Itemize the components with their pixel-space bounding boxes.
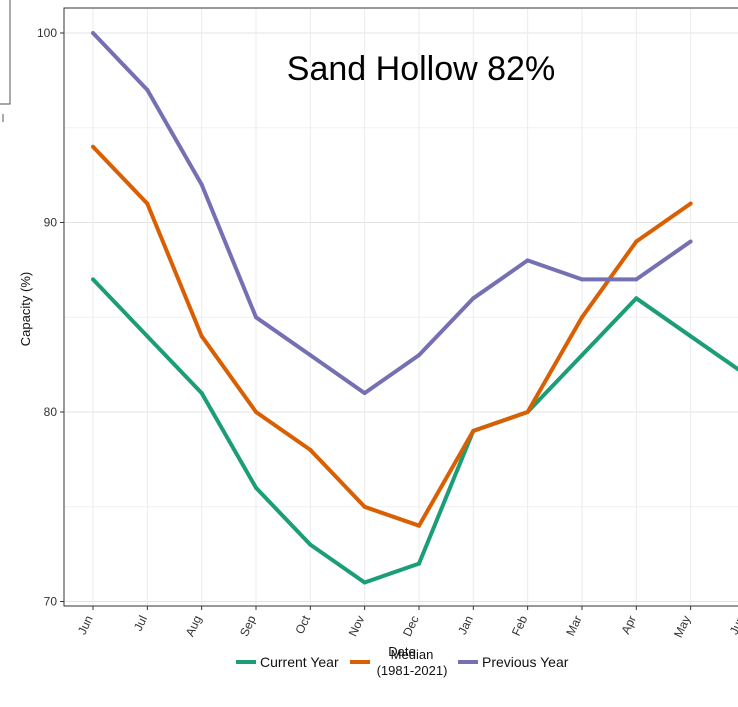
data-point-median-1981-2021 xyxy=(145,201,150,206)
y-tick-label: 90 xyxy=(44,216,58,230)
data-point-previous-year xyxy=(579,277,584,282)
legend-label-median-period: (1981-2021) xyxy=(377,663,448,678)
data-point-current-year xyxy=(362,580,367,585)
data-point-median-1981-2021 xyxy=(362,504,367,509)
data-point-current-year xyxy=(253,485,258,490)
data-point-median-1981-2021 xyxy=(634,239,639,244)
data-point-previous-year xyxy=(145,87,150,92)
y-tick-label: 100 xyxy=(37,26,57,40)
data-point-previous-year xyxy=(253,315,258,320)
data-point-current-year xyxy=(145,334,150,339)
x-tick-label: Dec xyxy=(400,613,422,638)
data-point-previous-year xyxy=(199,182,204,187)
chart-annotation: Sand Hollow 82% xyxy=(287,50,555,88)
data-point-median-1981-2021 xyxy=(471,428,476,433)
data-point-current-year xyxy=(688,334,693,339)
x-tick-label: May xyxy=(671,613,693,639)
x-tick-label: Oct xyxy=(292,613,313,636)
data-point-current-year xyxy=(91,277,95,282)
data-point-previous-year xyxy=(471,296,476,301)
y-tick-label: 70 xyxy=(44,595,58,609)
x-tick-label: Nov xyxy=(346,613,368,638)
y-axis-title: Capacity (%) xyxy=(18,272,33,346)
legend: Current Year Median (1981-2021) Previous… xyxy=(236,647,569,678)
inset-frame xyxy=(0,0,11,105)
legend-label-previous-year: Previous Year xyxy=(482,654,569,670)
plot-panel-border xyxy=(63,7,738,607)
data-point-previous-year xyxy=(362,391,367,396)
series-line-previous-year xyxy=(91,31,692,396)
y-tick-label: 80 xyxy=(44,405,58,419)
x-tick-label: Aug xyxy=(183,613,205,638)
x-tick-label: Jun xyxy=(727,613,738,636)
data-point-current-year xyxy=(199,391,204,396)
data-point-median-1981-2021 xyxy=(688,201,693,206)
data-point-previous-year xyxy=(688,239,693,244)
data-point-previous-year xyxy=(634,277,639,282)
data-point-median-1981-2021 xyxy=(253,410,258,414)
data-point-current-year xyxy=(579,353,584,358)
data-point-current-year xyxy=(308,542,313,547)
x-tick-label: Apr xyxy=(618,613,639,636)
x-tick-label: Jul xyxy=(131,613,150,633)
data-point-previous-year xyxy=(525,258,530,263)
inset-panel-fragment xyxy=(0,0,11,122)
data-point-current-year xyxy=(416,561,421,566)
data-point-median-1981-2021 xyxy=(199,334,204,339)
x-axis-title: Date xyxy=(388,644,415,659)
legend-label-median: Median xyxy=(391,647,434,662)
data-point-median-1981-2021 xyxy=(579,315,584,320)
x-tick-label: Jan xyxy=(455,613,476,636)
x-tick-label: Jun xyxy=(75,613,96,636)
x-axis-ticks: Jun Jul Aug Sep Oct Nov Dec Jan Feb Mar Apr May Jun xyxy=(75,606,738,640)
data-point-median-1981-2021 xyxy=(308,447,313,452)
data-point-median-1981-2021 xyxy=(416,523,421,528)
data-point-previous-year xyxy=(91,31,95,35)
data-point-previous-year xyxy=(416,353,421,358)
data-point-current-year xyxy=(634,296,639,301)
y-axis-ticks: 70 80 90 100 xyxy=(37,26,64,609)
x-tick-label: Feb xyxy=(509,613,531,638)
legend-label-current-year: Current Year xyxy=(260,654,339,670)
data-point-previous-year xyxy=(308,353,313,358)
data-point-median-1981-2021 xyxy=(91,144,95,149)
series-line-median-1981-2021 xyxy=(91,145,692,528)
plot-panel xyxy=(63,7,738,607)
x-tick-label: Sep xyxy=(237,613,259,639)
x-tick-label: Mar xyxy=(563,613,584,638)
data-point-median-1981-2021 xyxy=(525,410,530,414)
series-layer xyxy=(91,31,738,585)
